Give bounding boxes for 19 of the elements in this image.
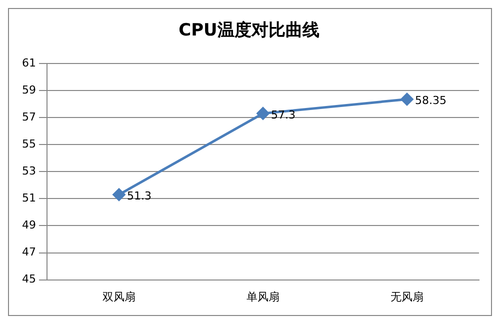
point	[112, 188, 126, 201]
y-tick-label: 59	[22, 83, 36, 96]
y-tick-label: 45	[22, 272, 36, 286]
y-tick-label: 49	[22, 218, 36, 232]
data-label: 57.3	[271, 108, 296, 122]
point	[400, 92, 414, 106]
chart-title: CPU温度对比曲线	[178, 20, 320, 41]
data-label: 51.3	[127, 189, 152, 202]
x-tick-label: 无风扇	[390, 290, 424, 304]
x-tick-label: 单风扇	[246, 290, 280, 304]
y-tick-label: 53	[22, 164, 36, 178]
y-tick-label: 57	[22, 110, 36, 124]
point	[256, 107, 270, 120]
y-tick-label: 51	[22, 192, 36, 205]
y-tick-label: 47	[22, 246, 36, 259]
y-tick-label: 61	[22, 56, 36, 70]
data-label: 58.35	[415, 94, 446, 108]
y-tick-label: 55	[22, 137, 36, 150]
x-tick-label: 双风扇	[102, 290, 136, 304]
